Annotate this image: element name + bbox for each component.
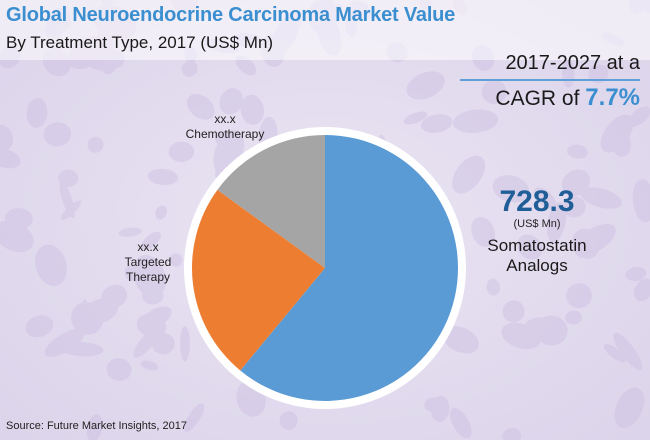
background-cell [632,179,650,223]
cagr-prefix: CAGR of [495,87,580,110]
background-cell [240,94,264,125]
background-cell [430,395,450,422]
background-cell [87,136,104,153]
cagr-line: CAGR of 7.7% [460,84,640,113]
background-cell [628,106,650,127]
background-cell [35,244,67,286]
somatostatin-label-line-1: Somatostatin [487,236,587,255]
background-cell [565,310,582,325]
background-cell [106,358,132,381]
background-cell [471,216,496,248]
background-cell [492,175,530,203]
background-cell [566,144,588,159]
cagr-divider [460,79,640,81]
background-cell [168,141,195,163]
background-cell [588,64,609,84]
background-cell [533,187,557,210]
background-cell [133,255,166,298]
background-cell [563,196,586,218]
background-cell [625,266,647,282]
background-cell [0,148,21,169]
cagr-value: 7.7% [585,84,640,111]
chemotherapy-label: Chemotherapy [185,127,265,141]
background-cell [100,284,128,309]
background-cell [442,325,479,354]
background-cell [140,306,172,330]
background-cell [183,403,205,432]
background-cell [449,407,472,439]
targeted-therapy-label: Targeted [124,255,172,269]
background-cell [155,205,168,220]
background-cell [187,93,215,120]
background-cell [152,333,175,355]
background-cell [4,208,33,230]
pie-slice-targeted-therapy [191,189,325,371]
targeted-therapy-value: xx.x [137,240,159,254]
background-cell [181,60,198,77]
somatostatin-value: 728.3 [499,185,575,218]
background-cell [44,328,85,357]
background-cell [219,88,243,115]
background-cell [517,234,543,260]
background-cell [26,98,48,128]
background-cell [481,79,507,105]
background-cell [613,332,643,371]
background-cell [600,114,634,153]
background-cell [179,325,190,362]
background-cell [502,300,525,323]
background-cell [502,428,522,440]
background-cell [452,155,486,194]
background-cell [501,322,541,350]
background-cell [614,387,645,429]
background-cell [141,231,161,250]
chemotherapy-annotation: xx.x Chemotherapy [160,112,290,142]
background-cell [603,344,626,363]
background-cell [572,228,600,259]
source-note: Source: Future Market Insights, 2017 [6,420,187,432]
background-cell [546,202,567,243]
background-cell [235,55,257,76]
background-cell [403,111,428,125]
background-cell [147,168,179,185]
background-cell [580,187,622,209]
background-cell [43,122,72,147]
somatostatin-label: Somatostatin Analogs [462,236,612,276]
background-cell [406,71,445,100]
cagr-callout: 2017-2027 at a CAGR of 7.7% [460,50,640,113]
chart-subtitle: By Treatment Type, 2017 (US$ Mn) [6,33,274,52]
background-cell [421,114,453,133]
background-cell [566,283,592,309]
background-cell [279,411,298,430]
chemotherapy-value: xx.x [214,112,236,126]
background-cell [124,264,141,282]
background-cell [86,414,103,440]
background-cell [25,315,54,338]
cagr-period: 2017-2027 at a [505,52,640,74]
background-cell [486,278,501,296]
background-cell [59,180,75,219]
chart-title: Global Neuroendocrine Carcinoma Market V… [6,4,456,26]
background-cell [634,278,650,302]
background-cell [169,253,183,267]
background-cell [0,125,13,153]
pie-slice-somatostatin-analogs [240,135,458,402]
pie-slice-chemotherapy [217,135,325,268]
somatostatin-unit: (US$ Mn) [513,218,561,230]
targeted-therapy-annotation: xx.x Targeted Therapy [108,240,188,285]
background-cell [133,328,160,358]
background-cell [452,109,499,133]
somatostatin-label-line-2: Analogs [506,256,568,275]
background-cell [118,227,142,237]
background-cell [71,302,104,335]
targeted-therapy-label-2: Therapy [125,270,171,284]
background-cell [140,360,159,371]
